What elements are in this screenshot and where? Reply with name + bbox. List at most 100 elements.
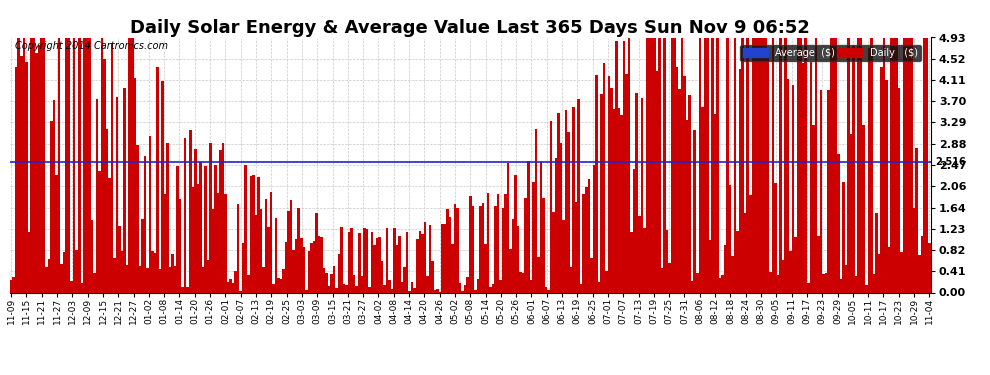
Bar: [297, 209, 300, 292]
Bar: [655, 71, 658, 292]
Bar: [683, 76, 686, 292]
Bar: [743, 213, 746, 292]
Bar: [580, 284, 582, 292]
Bar: [653, 38, 655, 292]
Bar: [101, 38, 103, 292]
Bar: [129, 38, 131, 292]
Bar: [343, 284, 346, 292]
Bar: [151, 251, 153, 292]
Bar: [310, 243, 313, 292]
Bar: [28, 232, 30, 292]
Bar: [509, 249, 512, 292]
Bar: [388, 280, 391, 292]
Bar: [862, 125, 865, 292]
Bar: [98, 171, 101, 292]
Bar: [88, 38, 91, 292]
Bar: [890, 38, 893, 292]
Bar: [484, 244, 487, 292]
Bar: [331, 274, 333, 292]
Bar: [815, 38, 817, 292]
Bar: [227, 282, 230, 292]
Bar: [784, 38, 787, 292]
Bar: [928, 243, 931, 292]
Bar: [540, 162, 543, 292]
Bar: [522, 273, 525, 292]
Bar: [543, 198, 545, 292]
Bar: [113, 258, 116, 292]
Bar: [888, 247, 890, 292]
Bar: [78, 38, 80, 292]
Bar: [48, 259, 50, 292]
Bar: [328, 286, 331, 292]
Bar: [865, 285, 867, 292]
Bar: [636, 93, 638, 292]
Bar: [419, 231, 421, 292]
Bar: [549, 122, 552, 292]
Bar: [55, 175, 57, 292]
Bar: [426, 276, 429, 292]
Bar: [285, 242, 287, 292]
Bar: [116, 98, 119, 292]
Bar: [719, 278, 722, 292]
Bar: [166, 143, 169, 292]
Bar: [96, 99, 98, 292]
Bar: [272, 284, 275, 292]
Bar: [207, 260, 209, 292]
Bar: [499, 280, 502, 292]
Bar: [476, 279, 479, 292]
Bar: [303, 247, 305, 292]
Bar: [805, 38, 807, 292]
Bar: [585, 188, 587, 292]
Bar: [729, 185, 732, 292]
Bar: [800, 38, 802, 292]
Bar: [671, 38, 673, 292]
Bar: [678, 89, 681, 292]
Bar: [30, 38, 33, 292]
Bar: [567, 132, 570, 292]
Bar: [80, 284, 83, 292]
Bar: [373, 245, 375, 292]
Bar: [252, 175, 254, 292]
Bar: [461, 291, 464, 292]
Bar: [926, 38, 928, 292]
Bar: [572, 108, 575, 292]
Bar: [50, 121, 52, 292]
Bar: [169, 267, 171, 292]
Bar: [401, 282, 403, 292]
Bar: [688, 95, 691, 292]
Bar: [645, 38, 648, 292]
Bar: [396, 245, 398, 292]
Bar: [280, 279, 282, 292]
Bar: [872, 274, 875, 292]
Bar: [91, 220, 93, 292]
Bar: [782, 260, 784, 292]
Bar: [144, 156, 147, 292]
Bar: [502, 208, 504, 292]
Bar: [764, 38, 766, 292]
Bar: [323, 268, 325, 292]
Bar: [754, 38, 756, 292]
Bar: [434, 291, 437, 292]
Bar: [363, 228, 365, 292]
Bar: [347, 232, 350, 292]
Bar: [739, 69, 742, 292]
Bar: [822, 274, 825, 292]
Bar: [582, 194, 585, 292]
Bar: [184, 138, 186, 292]
Bar: [756, 38, 759, 292]
Bar: [437, 289, 439, 292]
Bar: [766, 53, 769, 292]
Bar: [275, 218, 277, 292]
Bar: [139, 266, 141, 292]
Bar: [360, 276, 363, 292]
Bar: [665, 230, 668, 292]
Bar: [525, 198, 527, 292]
Bar: [489, 287, 492, 292]
Bar: [792, 85, 794, 292]
Bar: [709, 240, 711, 292]
Bar: [378, 237, 381, 292]
Bar: [621, 115, 623, 292]
Bar: [676, 67, 678, 292]
Bar: [202, 267, 204, 292]
Bar: [838, 154, 840, 292]
